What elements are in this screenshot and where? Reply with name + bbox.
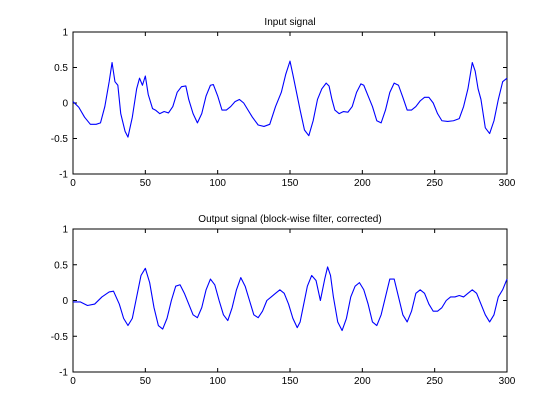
x-tick-label: 150 [282,376,299,387]
y-tick-label: 1 [62,225,68,236]
input-signal-title: Input signal [264,17,315,28]
output-signal-series [73,266,508,332]
y-tick-label: -1 [59,368,68,379]
y-tick-label: 1 [62,28,68,39]
y-tick-label: 0.5 [54,63,68,74]
output-signal-plot-area [72,228,508,373]
x-tick-label: 100 [209,376,226,387]
output-signal-axes: Output signal (block-wise filter, correc… [51,214,516,387]
output-signal-ticks [72,228,508,373]
x-tick-label: 50 [140,178,152,189]
y-tick-label: -0.5 [51,134,69,145]
x-tick-label: 300 [499,376,516,387]
x-tick-label: 150 [282,178,299,189]
input-signal-ticks [72,31,508,175]
x-tick-label: 250 [426,178,443,189]
y-tick-label: 0 [62,296,68,307]
x-tick-label: 0 [70,376,76,387]
input-signal-tick-labels: 0 50 100 150 200 250 300 -1 -0.5 0 0.5 1 [51,28,516,190]
y-tick-label: 0.5 [54,260,68,271]
x-tick-label: 100 [209,178,226,189]
series-line [73,266,508,332]
series-line [72,60,508,138]
input-signal-plot-area [72,31,508,175]
y-tick-label: -1 [59,170,68,181]
output-signal-tick-labels: 0 50 100 150 200 250 300 -1 -0.5 0 0.5 1 [51,225,516,388]
input-signal-axes: Input signal 0 50 100 150 200 250 300 -1 -0.5 0 0.… [51,17,516,189]
y-tick-label: -0.5 [51,332,69,343]
x-tick-label: 200 [354,376,371,387]
x-tick-label: 300 [499,178,516,189]
output-signal-title: Output signal (block-wise filter, correc… [198,214,381,225]
x-tick-label: 250 [426,376,443,387]
y-tick-label: 0 [62,99,68,110]
x-tick-label: 200 [354,178,371,189]
input-signal-series [72,60,508,138]
x-tick-label: 0 [70,178,76,189]
x-tick-label: 50 [140,376,152,387]
